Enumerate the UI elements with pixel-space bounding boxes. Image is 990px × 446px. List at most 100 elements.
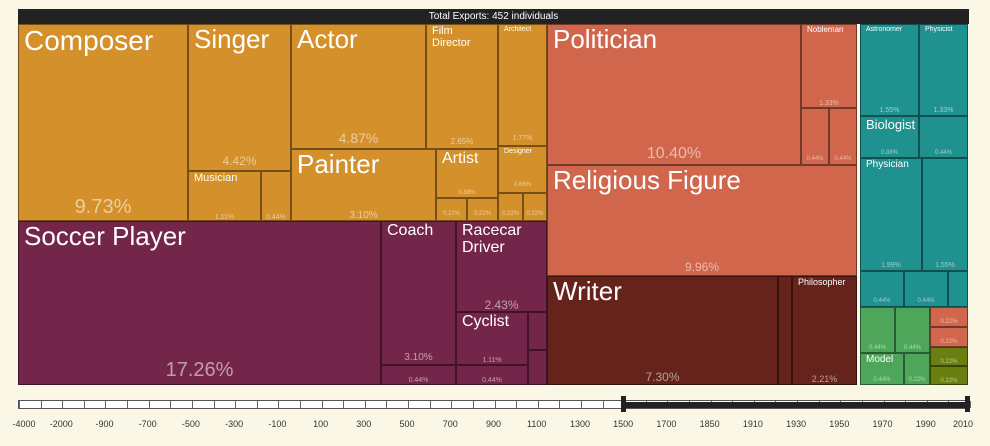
treemap-cell[interactable]: 0.44% [860,271,904,307]
treemap-cell[interactable]: Physician 1.99% [860,158,922,271]
timeline-tick-label: -900 [95,419,114,429]
timeline-tick-label: 1500 [613,419,634,429]
treemap-cell[interactable] [528,312,547,350]
treemap-cell[interactable]: 0.44% [829,108,857,165]
range-end-handle[interactable] [965,396,970,412]
timeline-tick-mark [472,401,474,408]
treemap-cell[interactable]: Biologist 0.88% [860,116,919,158]
treemap-cell[interactable]: 0.22% [930,366,968,385]
treemap-cell[interactable]: Singer 4.42% [188,24,291,171]
cell-label: Physician [866,159,909,170]
treemap-cell[interactable]: 0.44% [261,171,291,221]
timeline-tick-mark [278,401,280,408]
cell-label: Architect [504,26,532,33]
cell-share-value: 0.22% [473,211,491,217]
treemap-cell[interactable]: 0.22% [904,353,930,385]
cell-share-value: 0.22% [940,339,958,345]
cell-label: Composer [24,25,154,56]
timeline-tick-mark [451,401,453,408]
cell-label: Philosopher [798,277,846,287]
treemap-cell[interactable]: Coach 3.10% [381,221,456,365]
timeline-tick-mark [148,401,150,408]
treemap-cell[interactable]: Architect 1.77% [498,24,547,146]
treemap-cell[interactable]: Politician 10.40% [547,24,801,165]
treemap-cell[interactable]: 0.44% [801,108,829,165]
treemap-cell[interactable]: Actor 4.87% [291,24,426,149]
cell-label: Religious Figure [553,165,741,195]
timeline-tick-label: -300 [225,419,244,429]
treemap-cell[interactable]: Composer 9.73% [18,24,188,221]
cell-share-value: 0.44% [873,298,891,304]
treemap-cell[interactable] [948,271,968,307]
treemap-cell[interactable]: 0.44% [860,307,895,353]
treemap-cell[interactable]: Designer 0.66% [498,146,547,193]
timeline-tick-mark [105,401,107,408]
cell-share-value: 2.65% [450,137,474,146]
timeline-tick-label: 1700 [656,419,677,429]
treemap-cell[interactable]: Racecar Driver 2.43% [456,221,547,312]
cell-label: Nobleman [807,25,844,34]
cell-label: Physicist [925,26,953,33]
treemap-cell[interactable]: 0.44% [456,365,528,385]
treemap-cell[interactable]: 0.22% [930,327,968,347]
cell-share-value: 0.22% [908,377,926,383]
cell-share-value: 0.44% [934,150,952,156]
timeline-tick-label: -4000 [12,419,36,429]
cell-label: Soccer Player [24,221,186,251]
treemap-cell[interactable] [528,350,547,385]
timeline-tick-label: 1950 [829,419,850,429]
treemap-cell[interactable]: 0.44% [381,365,456,385]
treemap-cell[interactable]: 0.44% [895,307,930,353]
timeline-tick-mark [364,401,366,408]
treemap-cell[interactable]: 1.55% [922,158,968,271]
treemap[interactable]: Composer 9.73% Singer 4.42% Musician 1.11% 0.4… [18,24,969,385]
cell-label: Painter [297,149,380,179]
treemap-cell[interactable]: Nobleman 1.33% [801,24,857,108]
treemap-cell[interactable]: 0.22% [930,307,968,327]
range-start-handle[interactable] [621,396,627,412]
treemap-cell[interactable]: Model 0.44% [860,353,904,385]
treemap-cell[interactable] [778,276,792,385]
treemap-cell[interactable]: Cyclist 1.11% [456,312,528,365]
treemap-cell[interactable]: Physicist 1.33% [919,24,968,116]
treemap-cell[interactable]: Musician 1.11% [188,171,261,221]
cell-share-value: 0.22% [940,319,958,325]
timeline-selected-range[interactable] [623,402,969,408]
treemap-cell[interactable]: Artist 0.88% [436,149,498,198]
treemap-cell[interactable]: Painter 3.10% [291,149,436,221]
cell-share-value: 0.44% [834,156,852,162]
treemap-cell[interactable]: Astronomer 1.55% [860,24,919,116]
cell-label: Musician [194,172,238,184]
timeline-tick-label: 1300 [569,419,590,429]
cell-label: Writer [553,276,622,306]
timeline-slider[interactable]: -4000 -2000 -900 -700 -500 -300 -100 100 300 500 7… [0,390,990,446]
treemap-cell[interactable]: 0.44% [904,271,948,307]
treemap-cell[interactable]: 0.22% [436,198,467,221]
treemap-cell[interactable]: Writer 7.30% [547,276,778,385]
cell-share-value: 2.21% [811,374,838,384]
cell-share-value: 1.33% [933,107,954,114]
timeline-tick-mark [191,401,193,408]
cell-share-value: 2.43% [484,298,519,312]
treemap-cell[interactable]: Philosopher 2.21% [792,276,857,385]
cell-share-value: 1.55% [879,107,900,114]
timeline-tick-mark [970,401,971,408]
treemap-cell[interactable]: Film Director 2.65% [426,24,498,149]
treemap-cell[interactable]: Religious Figure 9.96% [547,165,857,276]
timeline-tick-mark [235,401,237,408]
timeline-tick-label: 100 [313,419,329,429]
timeline-tick-mark [321,401,323,408]
timeline-tick-label: 1100 [527,419,547,429]
treemap-cell[interactable]: 0.22% [930,347,968,366]
treemap-cell[interactable]: 0.22% [523,193,547,221]
treemap-cell[interactable]: 0.44% [919,116,968,158]
treemap-cell[interactable]: Soccer Player 17.26% [18,221,381,385]
cell-share-value: 9.96% [684,260,720,274]
cell-share-value: 0.22% [501,211,519,217]
treemap-cell[interactable]: 0.22% [467,198,498,221]
cell-share-value: 0.88% [880,150,898,156]
timeline-tick-mark [40,401,42,408]
cell-share-value: 0.44% [868,345,886,351]
cell-share-value: 3.10% [349,210,378,221]
treemap-cell[interactable]: 0.22% [498,193,523,221]
